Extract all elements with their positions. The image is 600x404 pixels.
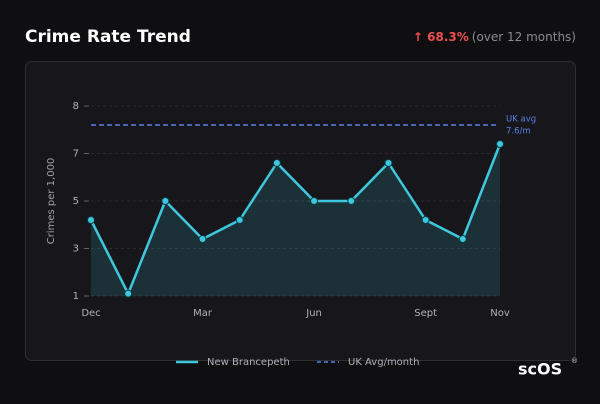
y-tick-label: 5 bbox=[73, 196, 79, 207]
y-tick-label: 1 bbox=[73, 291, 79, 302]
data-point bbox=[198, 235, 207, 243]
x-tick-label: Mar bbox=[193, 308, 213, 319]
data-point bbox=[87, 216, 95, 224]
chart-title: Crime Rate Trend bbox=[25, 27, 191, 47]
x-tick-label: Sept bbox=[414, 308, 437, 319]
x-tick-label: Nov bbox=[490, 308, 510, 319]
legend-label: New Brancepeth bbox=[207, 357, 290, 368]
data-point bbox=[124, 289, 133, 298]
data-point bbox=[458, 235, 467, 243]
change-summary: ↑ 68.3% (over 12 months) bbox=[413, 30, 576, 44]
brand-logo: scOS bbox=[518, 360, 562, 379]
x-tick-label: Dec bbox=[81, 308, 100, 319]
reference-label: 7.6/m bbox=[506, 127, 531, 137]
reference-label: UK avg bbox=[506, 115, 536, 125]
data-point bbox=[384, 159, 393, 167]
data-point bbox=[161, 197, 170, 205]
legend-label: UK Avg/month bbox=[348, 357, 419, 368]
change-value: ↑ 68.3% bbox=[413, 30, 469, 44]
data-point bbox=[272, 159, 281, 167]
y-axis-title: Crimes per 1,000 bbox=[46, 158, 57, 245]
chart-panel bbox=[25, 61, 576, 361]
y-tick-label: 7 bbox=[73, 149, 79, 160]
area bbox=[91, 144, 500, 296]
data-point bbox=[421, 216, 430, 224]
data-point bbox=[235, 216, 244, 224]
data-point bbox=[310, 197, 319, 205]
x-tick-label: Jun bbox=[305, 308, 322, 319]
data-point bbox=[347, 197, 356, 205]
series-line bbox=[89, 143, 502, 295]
y-tick-label: 3 bbox=[73, 244, 79, 255]
brand-mark: ® bbox=[571, 357, 578, 365]
data-point bbox=[496, 140, 504, 148]
y-tick-label: 8 bbox=[73, 101, 79, 112]
change-note: (over 12 months) bbox=[472, 30, 576, 44]
